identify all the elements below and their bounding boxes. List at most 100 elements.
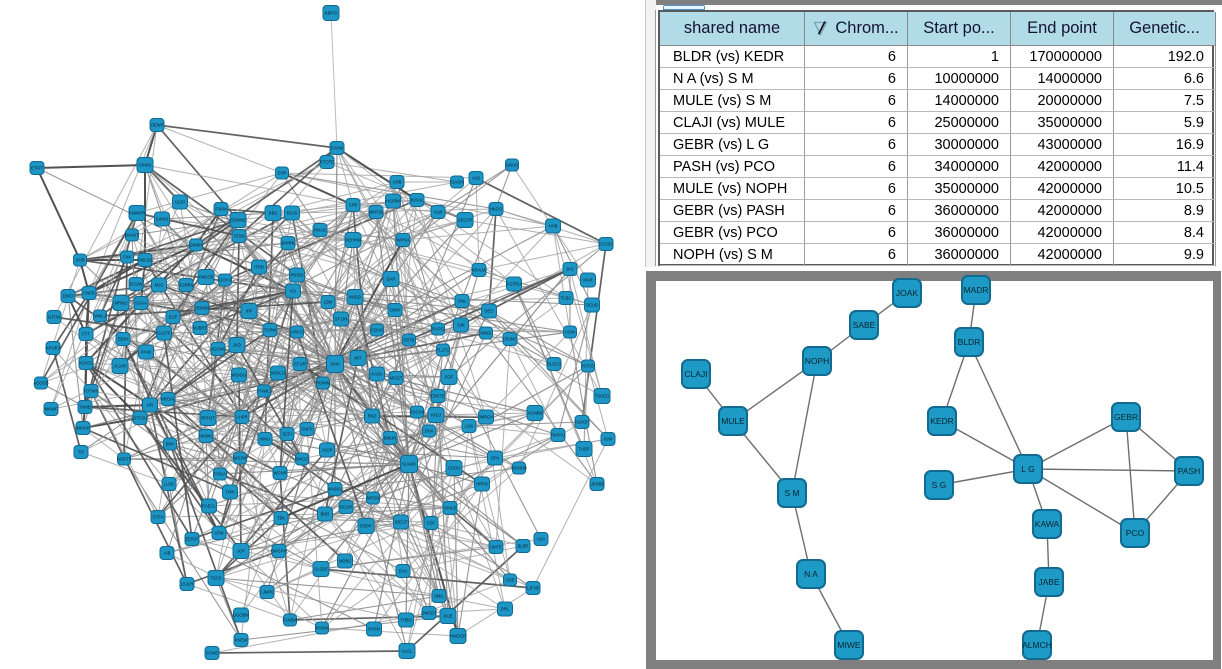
svg-text:JMRGH: JMRGH [479, 415, 494, 420]
svg-text:FBTB: FBTB [404, 338, 415, 343]
svg-text:WGNDB: WGNDB [511, 466, 527, 471]
svg-text:LSJLR: LSJLR [181, 582, 194, 587]
svg-text:BMUN: BMUN [384, 436, 396, 441]
svg-text:UTM: UTM [214, 531, 224, 536]
svg-text:BAAKT: BAAKT [125, 233, 139, 238]
svg-text:GASH: GASH [451, 180, 463, 185]
svg-text:UFI: UFI [147, 403, 154, 408]
svg-text:BJFUL: BJFUL [411, 198, 424, 203]
svg-text:OEWP: OEWP [151, 123, 164, 128]
svg-text:CJMPD: CJMPD [260, 590, 274, 595]
svg-text:RLOLO: RLOLO [547, 362, 562, 367]
svg-text:BINRK: BINRK [282, 241, 295, 246]
svg-text:PHSW: PHSW [316, 626, 329, 631]
svg-text:MULE: MULE [721, 416, 745, 426]
svg-text:ALMCH: ALMCH [1022, 640, 1052, 650]
svg-text:PASH: PASH [1178, 466, 1201, 476]
svg-text:EBJH: EBJH [118, 337, 129, 342]
svg-text:ITRD: ITRD [254, 265, 264, 270]
svg-text:CCCDC: CCCDC [598, 242, 613, 247]
svg-text:SMIL: SMIL [434, 594, 444, 599]
svg-text:DHH: DHH [330, 362, 339, 367]
svg-text:SLSDE: SLSDE [314, 567, 328, 572]
svg-text:JCP: JCP [237, 549, 245, 554]
svg-text:BPH: BPH [166, 442, 175, 447]
svg-text:WOKJJ: WOKJJ [271, 371, 285, 376]
svg-text:KEDR: KEDR [930, 416, 954, 426]
svg-text:MFIHA: MFIHA [76, 426, 89, 431]
svg-text:BBS: BBS [269, 211, 278, 216]
svg-text:SNFP: SNFP [301, 427, 312, 432]
svg-text:MIWE: MIWE [837, 640, 860, 650]
svg-text:NMOI: NMOI [481, 331, 492, 336]
svg-text:IGI: IGI [290, 289, 296, 294]
svg-text:MADR: MADR [963, 285, 988, 295]
svg-text:NMU: NMU [260, 437, 270, 442]
svg-text:JOAK: JOAK [896, 288, 919, 298]
svg-text:RNAS: RNAS [314, 228, 326, 233]
svg-text:RKFFU: RKFFU [551, 433, 565, 438]
svg-text:HCIRM: HCIRM [386, 199, 400, 204]
svg-text:GOHJ: GOHJ [219, 278, 231, 283]
svg-text:N A: N A [804, 569, 818, 579]
svg-text:STFH: STFH [153, 515, 164, 520]
svg-text:EUT: EUT [169, 315, 178, 320]
svg-text:IPAM: IPAM [141, 350, 151, 355]
svg-text:LHPR: LHPR [236, 415, 247, 420]
svg-text:SJK: SJK [457, 323, 465, 328]
svg-text:TMN: TMN [225, 490, 234, 495]
svg-text:OPA: OPA [491, 456, 500, 461]
svg-text:ARFO: ARFO [291, 330, 303, 335]
svg-text:GNUO: GNUO [506, 163, 519, 168]
svg-text:ONL: ONL [458, 299, 467, 304]
svg-text:OIHLD: OIHLD [444, 506, 457, 511]
svg-text:AAD: AAD [472, 176, 481, 181]
svg-text:AOOOB: AOOOB [33, 381, 49, 386]
svg-text:OEHHW: OEHHW [345, 238, 361, 243]
svg-text:CPB: CPB [349, 203, 358, 208]
svg-text:MIT: MIT [354, 356, 362, 361]
svg-text:IUNOJ: IUNOJ [156, 217, 169, 222]
svg-text:SWGC: SWGC [295, 457, 308, 462]
svg-text:HRPD: HRPD [476, 482, 488, 487]
svg-text:GEBR: GEBR [1114, 412, 1138, 422]
svg-text:HHB: HHB [549, 224, 558, 229]
svg-text:PCO: PCO [1126, 528, 1145, 538]
svg-text:DWCFW: DWCFW [271, 549, 288, 554]
svg-text:NOPH: NOPH [805, 356, 830, 366]
svg-text:GULTF: GULTF [157, 331, 171, 336]
svg-text:TCRW: TCRW [264, 328, 277, 333]
svg-text:DEO: DEO [484, 309, 494, 314]
svg-text:IDEUT: IDEUT [395, 520, 408, 525]
svg-text:CDWNE: CDWNE [230, 218, 246, 223]
svg-text:FCWE: FCWE [206, 651, 219, 656]
svg-text:PJKM: PJKM [215, 207, 227, 212]
svg-text:SCFI: SCFI [282, 432, 292, 437]
svg-text:KBPSI: KBPSI [325, 11, 337, 16]
svg-text:OWCDT: OWCDT [421, 611, 437, 616]
svg-text:JHIB: JHIB [75, 258, 84, 263]
svg-text:UGW: UGW [565, 330, 575, 335]
svg-text:TGCK: TGCK [210, 576, 222, 581]
svg-text:SOAA: SOAA [135, 301, 147, 306]
svg-text:NROAL: NROAL [161, 397, 176, 402]
svg-text:DDCHA: DDCHA [410, 410, 425, 415]
svg-text:FGTRU: FGTRU [507, 282, 521, 287]
svg-text:S M: S M [784, 488, 799, 498]
svg-text:ULGL: ULGL [402, 649, 414, 654]
svg-text:ASUCH: ASUCH [575, 420, 590, 425]
svg-text:CBAS: CBAS [371, 328, 383, 333]
svg-text:RPHJT: RPHJT [201, 416, 215, 421]
svg-text:SABE: SABE [853, 320, 876, 330]
svg-text:EERJT: EERJT [185, 537, 199, 542]
svg-text:WSIGG: WSIGG [232, 373, 246, 378]
svg-text:KAWA: KAWA [1035, 519, 1060, 529]
svg-text:TESN: TESN [233, 234, 244, 239]
svg-text:MJG: MJG [155, 283, 164, 288]
svg-text:DIJE: DIJE [443, 614, 452, 619]
svg-text:THBG: THBG [400, 618, 412, 623]
svg-text:AOACC: AOACC [79, 361, 94, 366]
svg-text:UUSI: UUSI [175, 200, 185, 205]
svg-text:ETFIT: ETFIT [31, 166, 43, 171]
svg-text:JAJAR: JAJAR [114, 364, 127, 369]
